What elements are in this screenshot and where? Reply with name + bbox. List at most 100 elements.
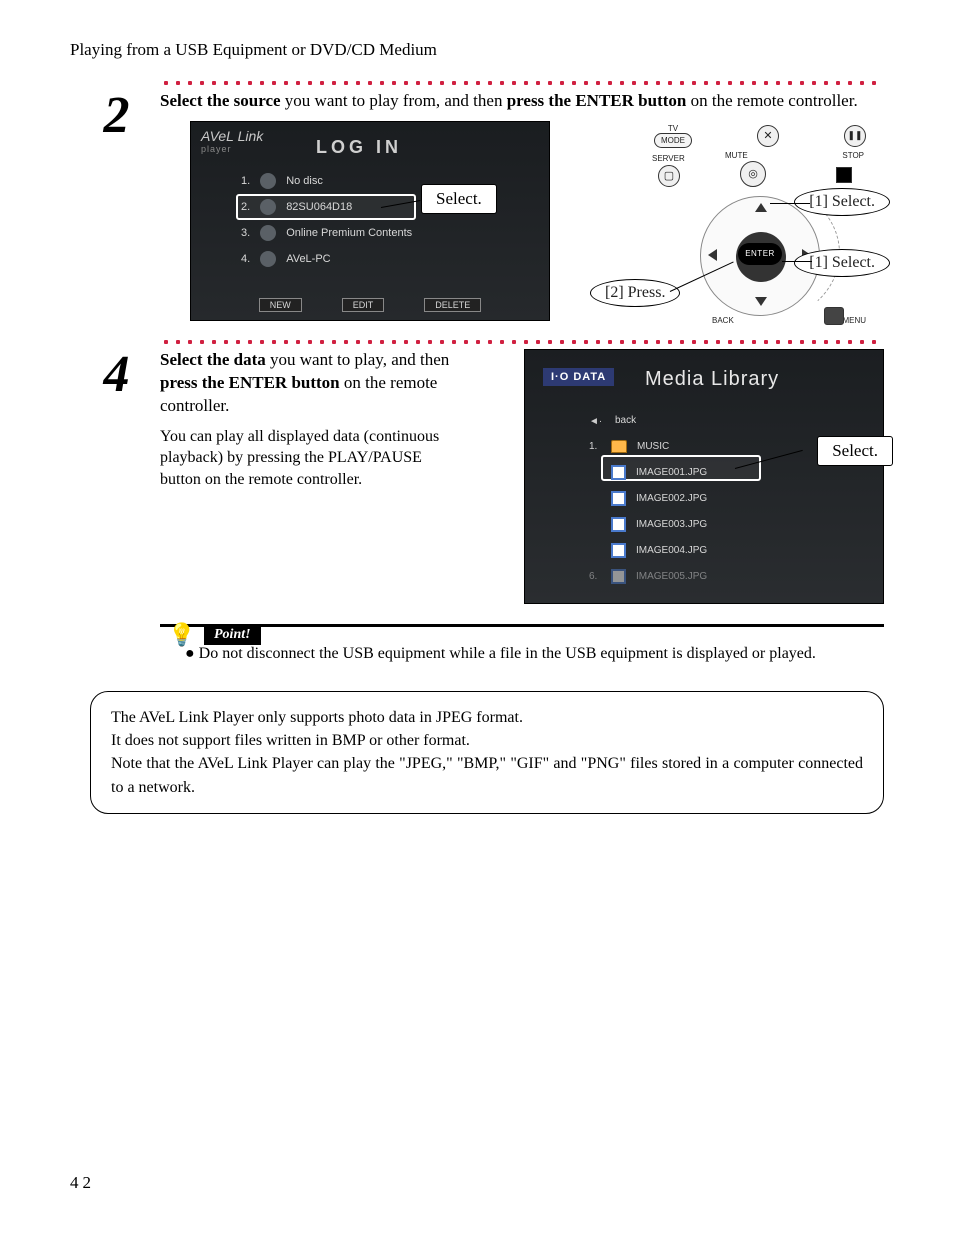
point-badge: Point! (204, 625, 261, 645)
label: IMAGE001.JPG (636, 467, 707, 478)
edit-button: EDIT (342, 298, 385, 312)
login-item: 1. No disc (241, 168, 412, 194)
label: Online Premium Contents (286, 227, 412, 239)
media-item: 1. MUSIC (589, 434, 707, 460)
image-icon (611, 517, 626, 532)
num: 3. (241, 227, 250, 239)
step-subtext: You can play all displayed data (continu… (160, 426, 460, 491)
media-item: IMAGE002.JPG (589, 486, 707, 512)
step-2: 2 Select the source you want to play fro… (70, 90, 884, 321)
tv-label: TV (654, 124, 692, 133)
login-item: 3. Online Premium Contents (241, 220, 412, 246)
label: No disc (286, 175, 323, 187)
num: 4. (241, 253, 250, 265)
pause-icon: ❚❚ (844, 125, 866, 147)
num: 1. (589, 441, 601, 452)
info-line: The AVeL Link Player only supports photo… (111, 706, 863, 729)
avel-logo: AVeL Link (201, 128, 263, 144)
callout-line (770, 203, 810, 204)
menu-button (824, 307, 844, 325)
image-icon (611, 569, 626, 584)
press-callout: [2] Press. (590, 279, 680, 307)
text: on the remote controller. (686, 91, 857, 110)
point-rule (160, 624, 884, 627)
bold-text: Select the source (160, 91, 281, 110)
media-library-screenshot: I·O DATA Media Library ◄· back 1. MUSIC IM… (524, 349, 884, 604)
select-callout-1b: [1] Select. (794, 249, 890, 277)
bold-text: Select the data (160, 350, 266, 369)
back-label: back (615, 415, 636, 426)
info-line: It does not support files written in BMP… (111, 729, 863, 752)
pc-icon (260, 251, 276, 267)
info-box: The AVeL Link Player only supports photo… (90, 691, 884, 814)
step-instruction: Select the data you want to play, and th… (160, 349, 460, 418)
remote-diagram: TVMODE ✕ ❚❚ MUTE STOP SERVER ▢ ◎ ENTER B… (610, 121, 870, 321)
delete-button: DELETE (424, 298, 481, 312)
mute-button: ✕ (757, 125, 779, 147)
media-item: IMAGE004.JPG (589, 538, 707, 564)
media-item: IMAGE003.JPG (589, 512, 707, 538)
iodata-badge: I·O DATA (543, 368, 614, 386)
text: you want to play from, and then (281, 91, 507, 110)
step-number: 2 (70, 90, 160, 321)
label: 82SU064D18 (286, 201, 352, 213)
back-label: BACK (712, 316, 734, 325)
callout-line (782, 261, 812, 262)
label: IMAGE003.JPG (636, 519, 707, 530)
label: IMAGE002.JPG (636, 493, 707, 504)
label: AVeL-PC (286, 253, 330, 265)
lightbulb-icon: 💡 (168, 622, 195, 648)
separator (160, 80, 884, 86)
stop-button (836, 167, 852, 183)
media-item: IMAGE001.JPG (589, 460, 707, 486)
point-section: 💡 Point! (160, 624, 884, 627)
server-button: ▢ (658, 165, 680, 187)
image-icon (611, 465, 626, 480)
num: 6. (589, 571, 601, 582)
mute-label: MUTE (725, 151, 748, 160)
left-arrow-icon (708, 249, 717, 261)
login-bottom-bar: NEW EDIT DELETE (191, 298, 549, 312)
globe-icon (260, 225, 276, 241)
step-number: 4 (70, 349, 160, 604)
login-title: LOG IN (316, 137, 402, 158)
bold-text: press the ENTER button (507, 91, 687, 110)
back-arrow-icon: ◄· (589, 416, 605, 426)
usb-icon (260, 199, 276, 215)
num: 1. (241, 175, 250, 187)
login-item: 4. AVeL-PC (241, 246, 412, 272)
bold-text: press the ENTER button (160, 373, 340, 392)
down-arrow-icon (755, 297, 767, 306)
enter-button: ENTER (738, 243, 782, 265)
image-icon (611, 491, 626, 506)
step-instruction: Select the source you want to play from,… (160, 90, 884, 113)
label: IMAGE004.JPG (636, 545, 707, 556)
select-callout: Select. (421, 184, 497, 214)
stop-label: STOP (842, 151, 864, 160)
media-item: 6. IMAGE005.JPG (589, 564, 707, 590)
point-bullet: ● Do not disconnect the USB equipment wh… (185, 645, 884, 663)
info-line: Note that the AVeL Link Player can play … (111, 752, 863, 798)
step-4: 4 Select the data you want to play, and … (70, 349, 884, 604)
label: MUSIC (637, 441, 669, 452)
login-screenshot: AVeL Link player LOG IN 1. No disc 2. 82SU… (190, 121, 550, 321)
menu-label: MENU (842, 316, 866, 325)
separator (160, 339, 884, 345)
page-header: Playing from a USB Equipment or DVD/CD M… (70, 40, 884, 60)
back-row: ◄· back (589, 408, 707, 434)
login-list: 1. No disc 2. 82SU064D18 3. Online Premium … (241, 168, 412, 272)
label: IMAGE005.JPG (636, 571, 707, 582)
server-label: SERVER (652, 154, 685, 163)
avel-logo-sub: player (201, 144, 232, 154)
new-button: NEW (259, 298, 302, 312)
folder-icon (611, 440, 627, 453)
disc-icon (260, 173, 276, 189)
select-callout: Select. (817, 436, 893, 466)
page-number: 42 (70, 1173, 95, 1193)
image-icon (611, 543, 626, 558)
mode-button: MODE (654, 133, 692, 148)
media-list: ◄· back 1. MUSIC IMAGE001.JPG IMAGE002.JPG… (589, 408, 707, 590)
media-title: Media Library (645, 368, 779, 391)
up-arrow-icon (755, 203, 767, 212)
num: 2. (241, 201, 250, 213)
